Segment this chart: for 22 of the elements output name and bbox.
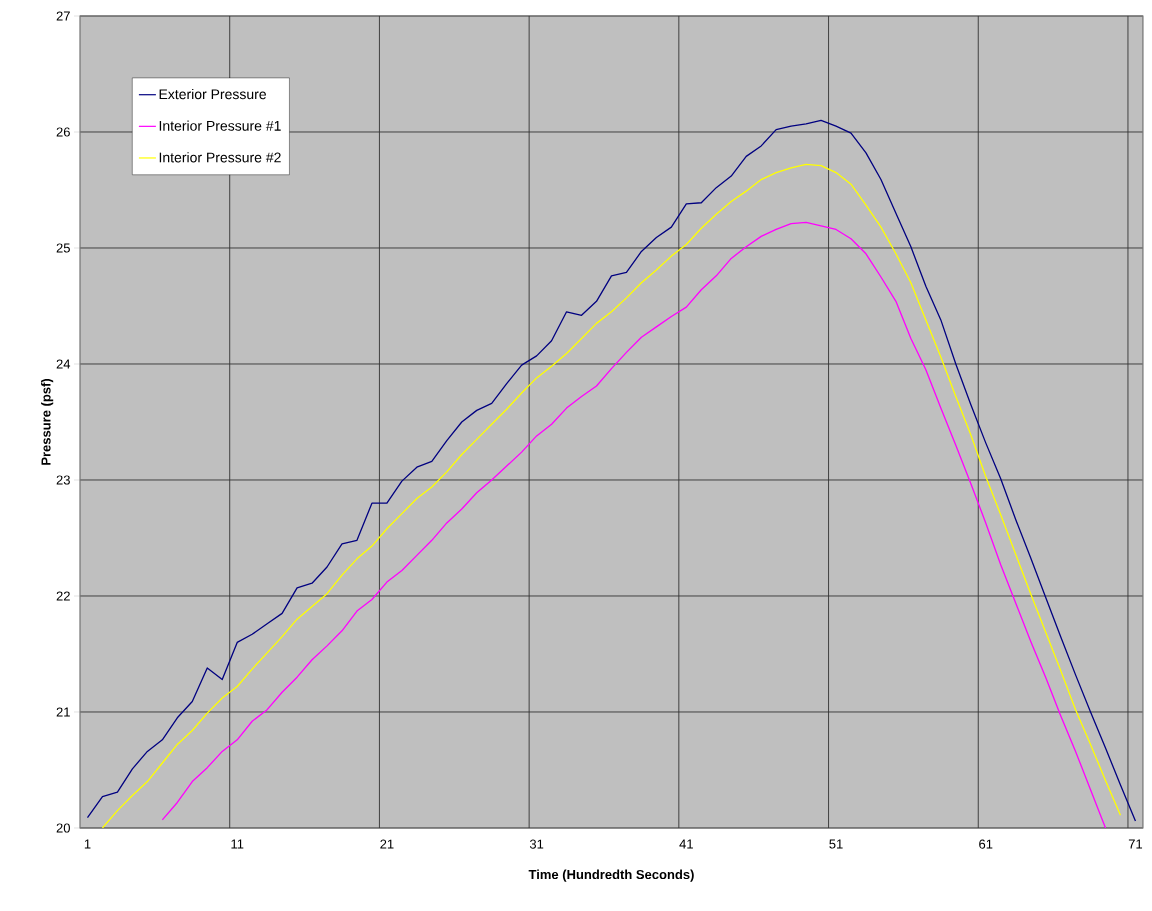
- legend-label: Interior Pressure #1: [159, 120, 281, 131]
- x-tick-label: 51: [829, 839, 843, 849]
- y-tick-label: 24: [56, 359, 71, 369]
- x-axis-title: Time (Hundredth Seconds): [528, 869, 694, 882]
- x-tick-label: 41: [679, 839, 693, 849]
- x-tick-label: 11: [231, 839, 244, 849]
- y-axis-title: Pressure (psf): [41, 378, 54, 465]
- y-tick-label: 27: [56, 11, 70, 21]
- legend-label: Interior Pressure #2: [159, 152, 281, 163]
- y-tick-label: 22: [56, 591, 70, 601]
- legend-label: Exterior Pressure: [159, 88, 266, 100]
- x-tick-label: 71: [1128, 839, 1143, 849]
- y-tick-label: 25: [56, 243, 70, 253]
- y-tick-label: 23: [56, 475, 70, 485]
- x-tick-label: 21: [380, 839, 394, 849]
- line-series: [161, 221, 1107, 828]
- x-tick-label: 31: [529, 839, 544, 849]
- x-tick-label: 1: [84, 839, 91, 849]
- y-tick-label: 20: [56, 823, 70, 833]
- y-tick-label: 21: [56, 707, 70, 717]
- y-tick-label: 26: [56, 127, 70, 137]
- x-tick-label: 61: [979, 839, 993, 849]
